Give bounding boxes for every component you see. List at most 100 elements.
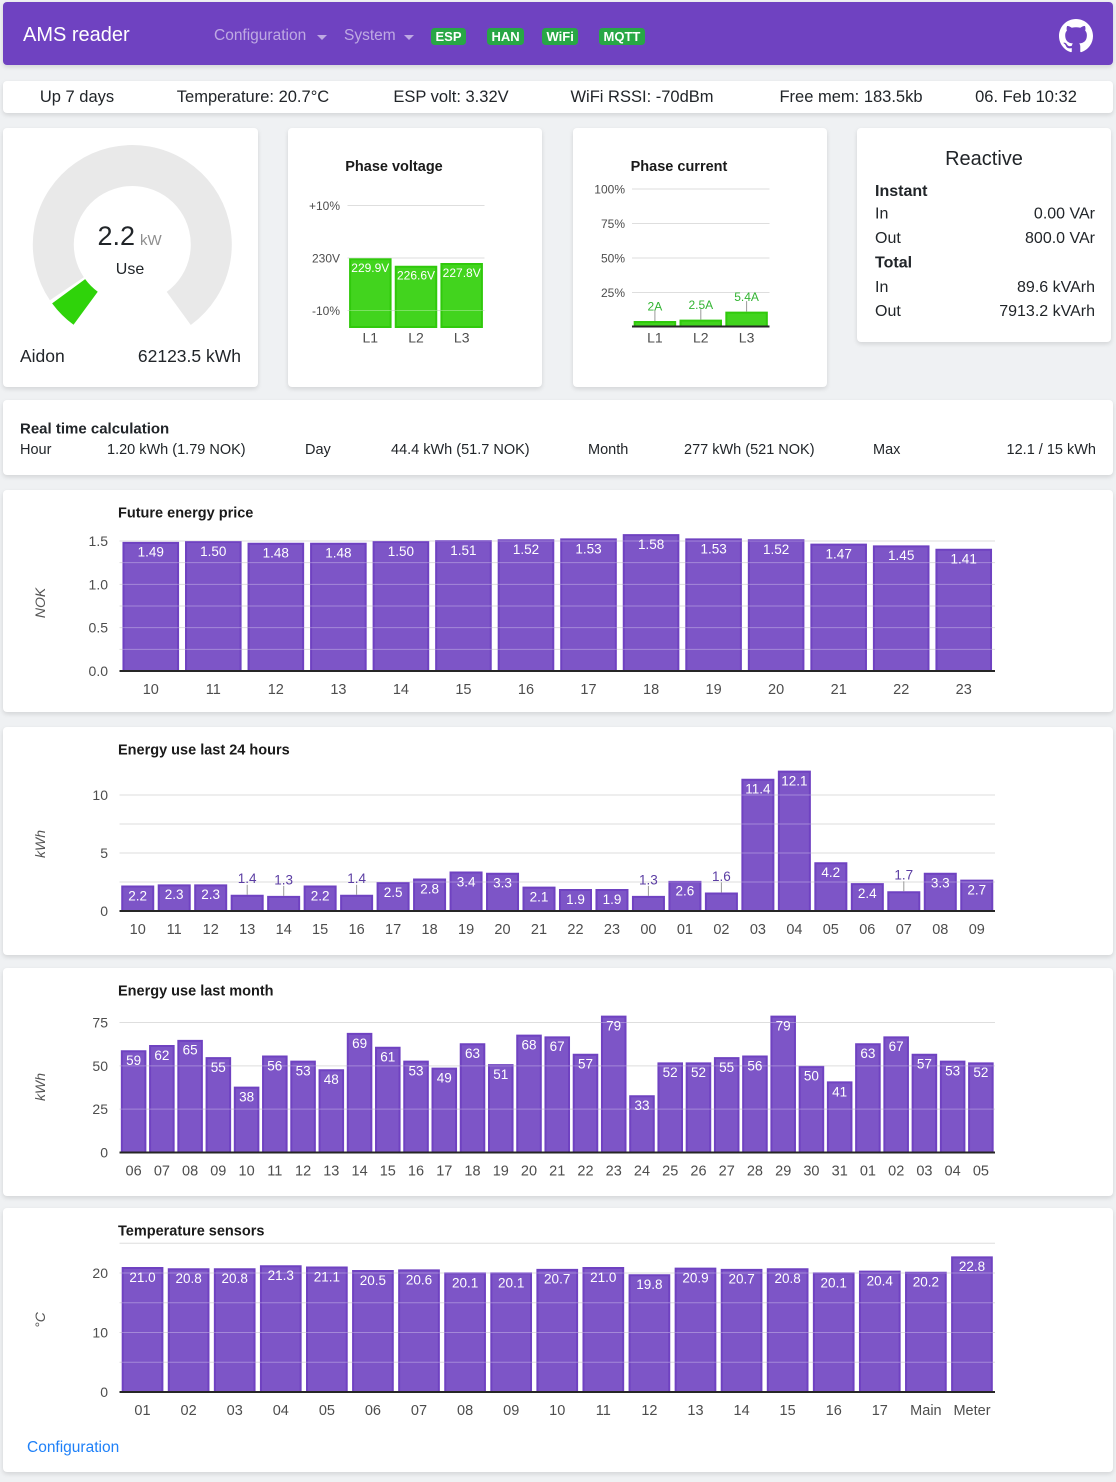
svg-text:3.3: 3.3 [931, 876, 950, 891]
svg-text:17: 17 [872, 1403, 888, 1419]
svg-text:2.4: 2.4 [858, 886, 877, 901]
svg-text:10: 10 [130, 922, 146, 938]
svg-text:18: 18 [422, 922, 438, 938]
svg-text:62123.5 kWh: 62123.5 kWh [138, 346, 241, 366]
svg-text:1.53: 1.53 [575, 541, 601, 556]
svg-text:1.20 kWh (1.79 NOK): 1.20 kWh (1.79 NOK) [107, 442, 246, 458]
svg-text:68: 68 [521, 1038, 536, 1053]
svg-text:30: 30 [803, 1164, 819, 1180]
svg-text:10: 10 [549, 1403, 565, 1419]
svg-text:05: 05 [823, 922, 839, 938]
svg-text:25: 25 [662, 1164, 678, 1180]
svg-text:03: 03 [227, 1403, 243, 1419]
svg-text:21.1: 21.1 [314, 1269, 340, 1284]
svg-text:20.1: 20.1 [821, 1275, 847, 1290]
svg-text:20: 20 [521, 1164, 537, 1180]
svg-text:100%: 100% [594, 182, 625, 196]
svg-text:1.47: 1.47 [826, 547, 852, 562]
svg-text:2.3: 2.3 [201, 887, 220, 902]
svg-text:53: 53 [945, 1064, 960, 1079]
svg-text:09: 09 [210, 1164, 226, 1180]
svg-text:Phase current: Phase current [631, 159, 728, 175]
svg-text:12: 12 [295, 1164, 311, 1180]
svg-text:21.0: 21.0 [590, 1270, 616, 1285]
svg-text:15: 15 [312, 922, 328, 938]
svg-text:14: 14 [393, 682, 409, 698]
svg-text:Total: Total [875, 254, 912, 271]
svg-text:12.1 / 15 kWh: 12.1 / 15 kWh [1007, 442, 1096, 458]
svg-text:15: 15 [780, 1403, 796, 1419]
svg-text:12.1: 12.1 [781, 774, 807, 789]
svg-text:10: 10 [92, 787, 108, 803]
svg-text:14: 14 [276, 922, 292, 938]
svg-text:20.4: 20.4 [867, 1274, 894, 1289]
svg-text:2.1: 2.1 [530, 890, 549, 905]
svg-text:12: 12 [641, 1403, 657, 1419]
svg-text:1.58: 1.58 [638, 537, 664, 552]
svg-text:16: 16 [518, 682, 534, 698]
svg-text:Out: Out [875, 230, 901, 247]
svg-text:07: 07 [411, 1403, 427, 1419]
svg-text:7913.2 kVArh: 7913.2 kVArh [999, 303, 1095, 320]
svg-text:23: 23 [604, 922, 620, 938]
svg-text:2.6: 2.6 [676, 884, 695, 899]
svg-text:21: 21 [831, 682, 847, 698]
svg-text:01: 01 [860, 1164, 876, 1180]
svg-text:22: 22 [567, 922, 583, 938]
svg-text:Use: Use [116, 261, 145, 278]
svg-text:Reactive: Reactive [945, 148, 1023, 170]
svg-text:33: 33 [634, 1098, 649, 1113]
svg-text:11: 11 [267, 1164, 282, 1180]
svg-text:01: 01 [677, 922, 693, 938]
svg-text:67: 67 [550, 1039, 565, 1054]
svg-text:19: 19 [458, 922, 474, 938]
svg-text:14: 14 [352, 1164, 368, 1180]
svg-text:Max: Max [873, 442, 901, 458]
svg-text:56: 56 [747, 1058, 762, 1073]
svg-text:230V: 230V [312, 251, 340, 265]
svg-text:02: 02 [888, 1164, 904, 1180]
svg-text:20.8: 20.8 [175, 1271, 201, 1286]
svg-text:Aidon: Aidon [20, 346, 65, 366]
svg-text:15: 15 [455, 682, 471, 698]
svg-text:20.6: 20.6 [406, 1272, 432, 1287]
svg-text:04: 04 [786, 922, 802, 938]
svg-text:51: 51 [493, 1067, 508, 1082]
svg-text:Meter: Meter [953, 1403, 990, 1419]
svg-text:L2: L2 [408, 330, 424, 346]
svg-text:kWh: kWh [32, 830, 48, 858]
svg-text:L3: L3 [454, 330, 470, 346]
svg-text:05: 05 [319, 1403, 335, 1419]
svg-text:1.3: 1.3 [274, 872, 293, 887]
svg-text:1.48: 1.48 [325, 546, 351, 561]
svg-text:0.5: 0.5 [89, 620, 109, 636]
svg-text:62: 62 [154, 1048, 169, 1063]
svg-text:69: 69 [352, 1036, 367, 1051]
svg-text:20.1: 20.1 [452, 1275, 478, 1290]
svg-text:1.0: 1.0 [89, 576, 109, 592]
svg-text:10: 10 [239, 1164, 255, 1180]
svg-text:06: 06 [126, 1164, 142, 1180]
svg-text:11.4: 11.4 [745, 782, 771, 797]
svg-text:08: 08 [182, 1164, 198, 1180]
svg-text:2.8: 2.8 [420, 881, 439, 896]
svg-text:2.7: 2.7 [967, 883, 986, 898]
svg-text:NOK: NOK [32, 587, 48, 618]
svg-text:20: 20 [92, 1265, 108, 1281]
svg-text:23: 23 [956, 682, 972, 698]
svg-text:25: 25 [92, 1101, 108, 1117]
svg-text:Future energy price: Future energy price [118, 505, 253, 521]
svg-text:13: 13 [330, 682, 346, 698]
svg-text:08: 08 [457, 1403, 473, 1419]
svg-text:-10%: -10% [312, 304, 340, 318]
svg-text:50%: 50% [601, 251, 625, 265]
svg-text:229.9V: 229.9V [351, 261, 389, 275]
svg-text:14: 14 [734, 1403, 750, 1419]
svg-text:Instant: Instant [875, 183, 928, 200]
svg-text:2.2: 2.2 [311, 888, 330, 903]
svg-text:11: 11 [206, 682, 221, 698]
svg-text:1.6: 1.6 [712, 869, 731, 884]
svg-text:19: 19 [493, 1164, 509, 1180]
svg-text:L1: L1 [647, 330, 663, 346]
svg-text:17: 17 [580, 682, 596, 698]
